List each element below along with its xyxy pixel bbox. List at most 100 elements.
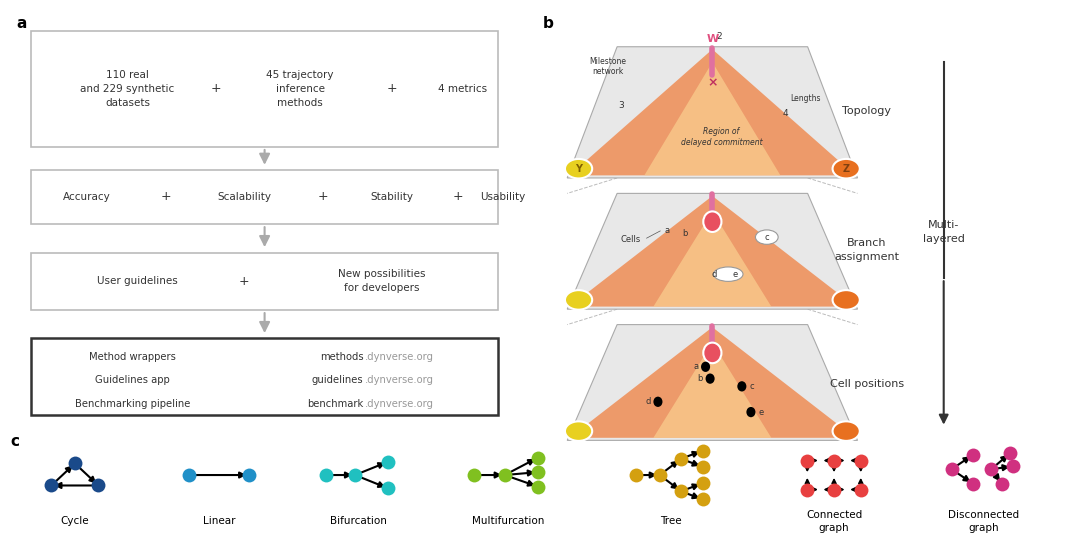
Point xyxy=(852,456,869,465)
Polygon shape xyxy=(569,196,855,307)
Point xyxy=(529,482,546,491)
FancyBboxPatch shape xyxy=(31,252,498,310)
Text: b: b xyxy=(698,374,703,383)
Point xyxy=(465,471,483,479)
Point xyxy=(693,463,711,471)
Text: methods: methods xyxy=(320,352,364,361)
Polygon shape xyxy=(569,49,855,175)
Text: 4: 4 xyxy=(782,109,787,118)
Point xyxy=(318,471,335,479)
Ellipse shape xyxy=(833,290,860,310)
Point xyxy=(798,456,815,465)
Point xyxy=(825,456,842,465)
Text: W: W xyxy=(706,34,718,44)
Ellipse shape xyxy=(755,230,778,244)
Text: Cells: Cells xyxy=(621,235,640,244)
Text: +: + xyxy=(453,190,463,204)
Text: c: c xyxy=(765,233,769,242)
Text: Lengths: Lengths xyxy=(791,94,821,103)
Text: Multifurcation: Multifurcation xyxy=(472,517,544,526)
Text: guidelines: guidelines xyxy=(312,375,364,385)
Text: Z: Z xyxy=(842,163,850,174)
Text: 110 real
and 229 synthetic
datasets: 110 real and 229 synthetic datasets xyxy=(80,70,175,108)
Polygon shape xyxy=(569,327,855,438)
Text: +: + xyxy=(160,190,171,204)
FancyBboxPatch shape xyxy=(31,339,498,415)
Point xyxy=(1002,449,1020,457)
Text: Cycle: Cycle xyxy=(60,517,90,526)
Ellipse shape xyxy=(565,421,592,441)
Text: Milestone
network: Milestone network xyxy=(590,57,626,77)
Text: Region of
delayed commitment: Region of delayed commitment xyxy=(680,126,762,147)
FancyBboxPatch shape xyxy=(31,170,498,224)
Text: .dynverse.org: .dynverse.org xyxy=(365,352,433,361)
Text: d: d xyxy=(712,270,717,279)
Point xyxy=(529,453,546,462)
Text: 2: 2 xyxy=(716,32,723,41)
Point xyxy=(496,471,513,479)
Point xyxy=(964,450,982,459)
Polygon shape xyxy=(567,193,858,309)
Point xyxy=(1004,462,1022,471)
Text: Connected
graph: Connected graph xyxy=(806,510,862,533)
Polygon shape xyxy=(567,47,858,178)
Point xyxy=(379,457,396,466)
Point xyxy=(693,479,711,487)
Circle shape xyxy=(738,381,746,391)
Text: Stability: Stability xyxy=(370,192,413,202)
Polygon shape xyxy=(567,325,858,441)
Text: Multi-
layered: Multi- layered xyxy=(922,220,964,243)
Text: benchmark: benchmark xyxy=(308,399,364,409)
Ellipse shape xyxy=(565,159,592,178)
Text: Cell positions: Cell positions xyxy=(829,379,904,389)
Text: User guidelines: User guidelines xyxy=(97,277,178,286)
Polygon shape xyxy=(645,62,781,175)
Text: 3: 3 xyxy=(619,101,624,110)
Point xyxy=(994,480,1011,488)
Text: b: b xyxy=(542,16,553,31)
Point xyxy=(627,471,645,479)
Ellipse shape xyxy=(833,159,860,178)
Point xyxy=(379,484,396,493)
Circle shape xyxy=(703,343,721,363)
Text: a: a xyxy=(664,226,670,235)
Text: .dynverse.org: .dynverse.org xyxy=(365,399,433,409)
Point xyxy=(798,485,815,494)
Text: a: a xyxy=(16,16,26,31)
Text: +: + xyxy=(318,190,328,204)
Ellipse shape xyxy=(833,421,860,441)
Point xyxy=(651,471,669,479)
Point xyxy=(983,465,1000,473)
FancyBboxPatch shape xyxy=(31,31,498,147)
Point xyxy=(673,455,690,463)
Text: Guidelines app: Guidelines app xyxy=(95,375,170,385)
Circle shape xyxy=(653,397,662,407)
Circle shape xyxy=(705,374,715,384)
Circle shape xyxy=(701,362,711,372)
Circle shape xyxy=(703,211,721,232)
Point xyxy=(43,481,60,490)
Point xyxy=(693,446,711,455)
Text: e: e xyxy=(732,270,738,279)
Text: c: c xyxy=(11,434,19,449)
Point xyxy=(347,471,364,479)
Ellipse shape xyxy=(714,267,743,281)
Text: Method wrappers: Method wrappers xyxy=(90,352,176,361)
Text: e: e xyxy=(758,407,764,416)
Ellipse shape xyxy=(565,290,592,310)
Text: d: d xyxy=(645,397,650,406)
Text: 4 metrics: 4 metrics xyxy=(438,84,487,94)
Text: Topology: Topology xyxy=(842,106,891,116)
Point xyxy=(825,485,842,494)
Point xyxy=(180,471,198,479)
Point xyxy=(852,485,869,494)
Text: +: + xyxy=(239,275,249,288)
Point xyxy=(66,459,83,468)
Text: Accuracy: Accuracy xyxy=(63,192,111,202)
Text: Usability: Usability xyxy=(481,192,526,202)
Point xyxy=(673,487,690,496)
Point xyxy=(943,465,960,473)
Text: Disconnected
graph: Disconnected graph xyxy=(948,510,1020,533)
Polygon shape xyxy=(653,211,771,307)
Text: Tree: Tree xyxy=(660,517,681,526)
